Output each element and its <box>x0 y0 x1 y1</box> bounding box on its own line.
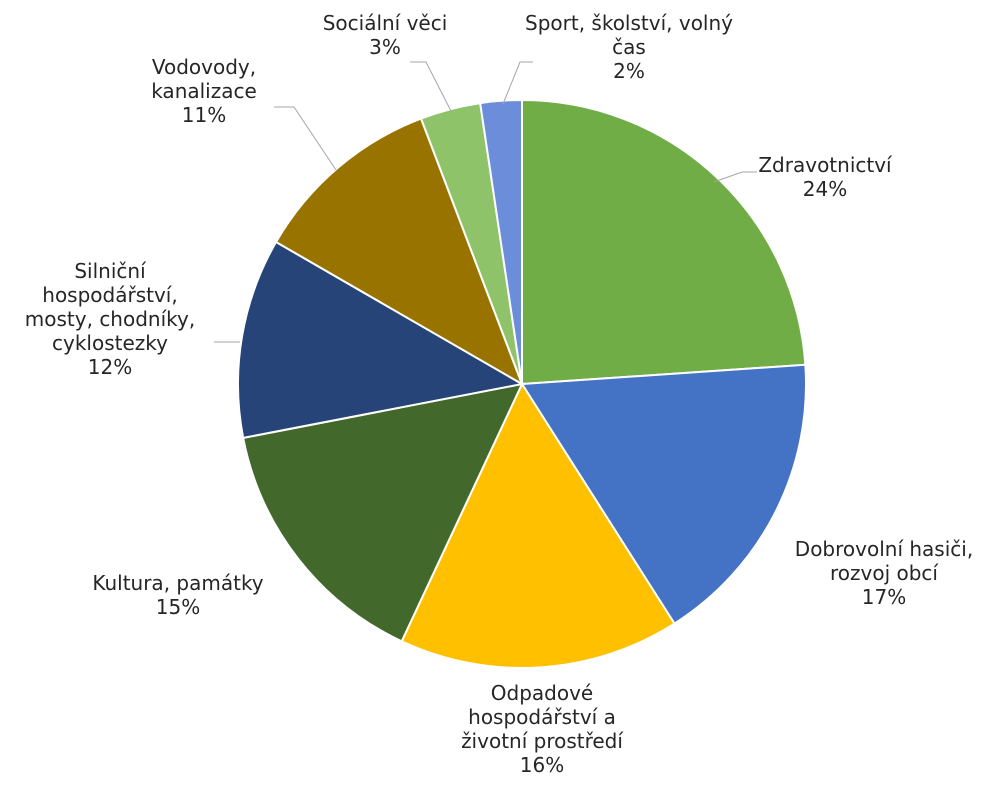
pie-slice-dobrovolni-hasici-rozvoj-obci <box>520 363 807 625</box>
data-label-percent: 15% <box>156 595 200 619</box>
data-label-category-line: kanalizace <box>151 79 257 103</box>
pie-slice-vodovody-kanalizace <box>274 117 524 387</box>
data-label-percent: 2% <box>613 59 645 83</box>
pie-slice-silnicni-hospodarstvi-mosty-chodniky-cyklostezky <box>236 240 525 440</box>
data-label-category-line: hospodářství, <box>42 283 177 307</box>
data-label-category-line: mosty, chodníky, <box>25 307 195 331</box>
data-label-category-line: Sociální věci <box>323 11 448 35</box>
data-label-percent: 17% <box>862 585 906 609</box>
leader-line-sport-skolstvi-volny-cas <box>502 61 533 105</box>
data-labels-layer: Zdravotnictví 24% Dobrovolní hasiči, rozvoj… <box>25 11 973 777</box>
data-label-kultura-pamatky: Kultura, památky 15% <box>92 571 263 619</box>
leader-line-vodovody-kanalizace <box>274 106 337 171</box>
data-label-category-line: Silniční <box>74 259 147 283</box>
data-label-sport-skolstvi-volny-cas: Sport, školství, volný čas 2% <box>525 11 733 83</box>
data-label-category-line: rozvoj obcí <box>830 561 939 585</box>
pie-slice-sport-skolstvi-volny-cas <box>479 98 523 385</box>
leader-lines-layer <box>214 61 757 343</box>
data-label-percent: 24% <box>803 177 847 201</box>
data-label-vodovody-kanalizace: Vodovody, kanalizace 11% <box>151 55 257 127</box>
data-label-category-line: Zdravotnictví <box>758 153 893 177</box>
data-label-category-line: Vodovody, <box>152 55 256 79</box>
slices-layer <box>236 98 807 669</box>
pie-slice-zdravotnictvi <box>521 98 807 386</box>
leader-line-socialni-veci <box>410 61 453 114</box>
leader-line-zdravotnictvi <box>713 171 757 183</box>
data-label-category-line: Dobrovolní hasiči, <box>795 537 973 561</box>
data-label-socialni-veci: Sociální věci 3% <box>323 11 448 59</box>
data-label-odpadove-hospodarstvi-a-zivotni-prostredi: Odpadové hospodářství a životní prostředí 1… <box>461 681 624 777</box>
data-label-percent: 12% <box>88 355 132 379</box>
data-label-category-line: cyklostezky <box>52 331 168 355</box>
data-label-category-line: životní prostředí <box>461 729 624 753</box>
data-label-percent: 16% <box>520 753 564 777</box>
data-label-percent: 3% <box>369 35 401 59</box>
data-label-dobrovolni-hasici-rozvoj-obci: Dobrovolní hasiči, rozvoj obcí 17% <box>795 537 973 609</box>
data-label-category-line: Odpadové <box>491 681 593 705</box>
pie-slice-kultura-pamatky <box>241 382 524 643</box>
pie-slice-odpadove-hospodarstvi-a-zivotni-prostredi <box>400 381 676 669</box>
data-label-silnicni-hospodarstvi-mosty-chodniky-cyklostezky: Silniční hospodářství, mosty, chodníky, cyk… <box>25 259 195 379</box>
data-label-category-line: Kultura, památky <box>92 571 263 595</box>
data-label-zdravotnictvi: Zdravotnictví 24% <box>758 153 893 201</box>
data-label-category-line: čas <box>612 35 646 59</box>
data-label-percent: 11% <box>182 103 226 127</box>
data-label-category-line: hospodářství a <box>468 705 616 729</box>
data-label-category-line: Sport, školství, volný <box>525 11 733 35</box>
